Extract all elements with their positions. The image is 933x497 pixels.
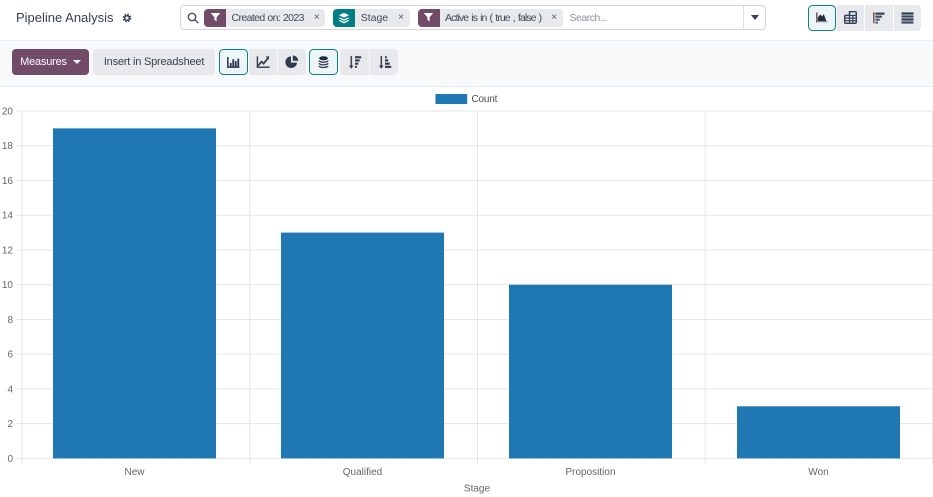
svg-text:New: New xyxy=(124,467,145,478)
svg-text:16: 16 xyxy=(2,176,14,187)
svg-text:Won: Won xyxy=(808,467,828,478)
svg-text:Stage: Stage xyxy=(464,483,491,494)
svg-text:Qualified: Qualified xyxy=(343,467,382,478)
svg-text:6: 6 xyxy=(7,350,13,361)
svg-text:0: 0 xyxy=(7,454,13,465)
svg-text:12: 12 xyxy=(2,245,14,256)
svg-text:18: 18 xyxy=(2,141,14,152)
svg-text:4: 4 xyxy=(7,384,13,395)
svg-text:Proposition: Proposition xyxy=(565,467,615,478)
svg-text:20: 20 xyxy=(2,107,14,118)
svg-text:14: 14 xyxy=(2,211,14,222)
svg-text:Count: Count xyxy=(472,94,498,105)
svg-text:10: 10 xyxy=(2,280,14,291)
svg-text:2: 2 xyxy=(7,419,13,430)
svg-text:8: 8 xyxy=(7,315,13,326)
